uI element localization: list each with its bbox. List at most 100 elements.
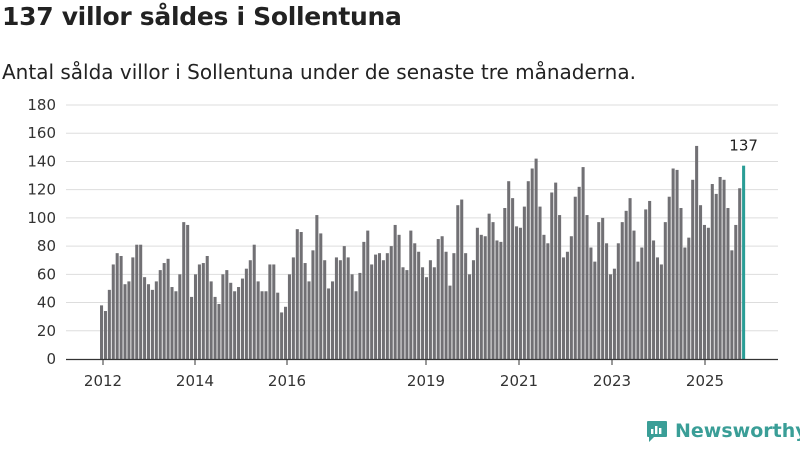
bar [652,240,656,359]
bar [276,292,280,359]
bar [334,257,338,359]
bar [624,210,628,359]
bar [550,192,554,359]
bar [699,205,703,359]
bar [648,200,652,359]
bar [350,274,354,359]
y-tick-label: 180 [27,96,56,114]
bar [573,196,577,359]
bar [655,257,660,359]
bar [487,213,491,359]
bar [589,247,593,359]
bar [522,206,526,359]
chart-subtitle: Antal sålda villor i Sollentuna under de… [2,60,636,84]
bar [675,169,679,359]
y-tick-label: 80 [37,237,56,255]
bar [628,198,632,359]
bar [213,296,217,359]
bar-series [100,145,746,359]
bar [444,251,448,359]
bar [722,179,726,359]
bar [565,251,569,359]
bar [146,284,151,359]
bar [421,267,425,359]
bar [409,230,413,359]
bar [738,188,742,359]
bar [659,264,663,359]
bar [405,270,409,359]
bar [475,227,479,359]
bar [518,227,522,359]
bar [644,209,648,359]
bar [342,246,346,359]
bar [702,224,706,359]
bar [428,260,432,359]
bar [311,250,315,359]
bar [683,247,687,359]
bar [143,277,147,359]
bar [581,167,585,359]
x-tick-label: 2019 [407,372,445,390]
bar [526,181,530,359]
bar [139,244,143,359]
bar [307,281,311,359]
bar [605,243,609,359]
bar-latest [742,165,746,359]
bar [671,168,675,359]
bar [158,270,162,359]
bar [162,263,166,359]
bar [103,311,107,359]
bar [186,224,190,359]
bar [620,222,624,359]
bar [233,291,237,359]
bar [597,222,601,359]
bar [558,215,562,359]
bar [256,281,260,359]
bar [538,206,542,359]
bar [436,239,440,359]
x-axis: 2012 2014 2016 2019 2021 2023 2025 [66,358,778,390]
bar [366,230,370,359]
bar [507,181,511,359]
bar [315,215,319,359]
bar [389,246,393,359]
y-tick-label: 160 [27,124,56,142]
bar [381,260,385,359]
bar [272,264,276,359]
x-tick-label: 2021 [500,372,538,390]
bar [115,253,119,359]
bar [546,243,550,359]
bar [330,281,335,359]
bar [687,237,691,359]
bar [174,291,178,359]
bar [229,282,233,359]
y-axis: 0 20 40 60 80 100 120 140 160 180 [27,96,56,368]
x-tick-label: 2025 [686,372,724,390]
y-tick-label: 100 [27,209,56,227]
bar [483,236,487,359]
bar [237,287,241,359]
bar [679,208,683,359]
bar [569,236,573,359]
bar [471,260,475,359]
bar [131,257,135,359]
brand-name: Newsworthy [675,420,800,442]
x-tick-label: 2014 [176,372,214,390]
bar [511,198,515,359]
bar [370,264,374,359]
bar [252,244,256,359]
bar [593,261,597,359]
bar [205,255,209,359]
bar [397,234,401,359]
bar [100,305,104,359]
y-tick-label: 60 [37,265,56,283]
bar [377,253,382,359]
bar [663,222,667,359]
bar [534,158,538,359]
bar [260,291,264,359]
bar [632,230,636,359]
bar [323,260,327,359]
bar [554,182,558,359]
bar [479,234,483,359]
